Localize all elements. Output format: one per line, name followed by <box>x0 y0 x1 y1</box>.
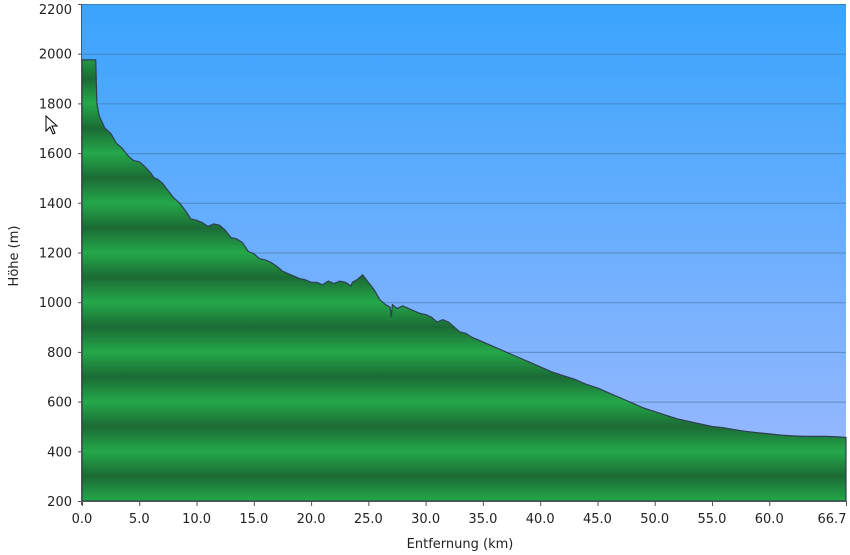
x-tick-label: 55.0 <box>698 512 727 527</box>
x-tick-label: 60.0 <box>755 512 784 527</box>
x-tick-label: 0.0 <box>72 512 93 527</box>
y-tick-label: 1800 <box>39 97 72 112</box>
x-tick-label: 50.0 <box>640 512 669 527</box>
axes <box>78 4 846 505</box>
x-tick-label: 35.0 <box>468 512 497 527</box>
y-tick-label: 600 <box>47 396 72 411</box>
x-axis-title: Entfernung (km) <box>407 537 514 552</box>
y-tick-label: 400 <box>47 445 72 460</box>
x-tick-label: 30.0 <box>411 512 440 527</box>
elevation-area <box>81 59 847 502</box>
x-tick-label: 5.0 <box>129 512 150 527</box>
y-tick-label: 1200 <box>39 247 72 262</box>
mouse-cursor-icon <box>45 114 59 135</box>
x-tick-label: 10.0 <box>182 512 211 527</box>
y-tick-label: 200 <box>47 495 72 510</box>
x-tick-label: 45.0 <box>583 512 612 527</box>
y-axis-title: Höhe (m) <box>7 226 22 287</box>
y-tick-label: 1400 <box>39 197 72 212</box>
x-tick-label: 66.7 <box>818 512 847 527</box>
y-tick-label: 1600 <box>39 147 72 162</box>
y-axis-ticks: 200 400 600 800 1000 1200 1400 1600 1800 2000 2200 <box>39 3 82 510</box>
x-axis-ticks: 0.0 5.0 10.0 15.0 20.0 25.0 30.0 35.0 40.0 45.0 50… <box>72 501 847 527</box>
x-tick-label: 25.0 <box>354 512 383 527</box>
y-tick-label: 2000 <box>39 48 72 63</box>
y-tick-label: 800 <box>47 346 72 361</box>
x-tick-label: 15.0 <box>239 512 268 527</box>
x-tick-label: 20.0 <box>297 512 326 527</box>
y-tick-label: 2200 <box>39 3 72 18</box>
x-tick-label: 40.0 <box>526 512 555 527</box>
y-tick-label: 1000 <box>39 296 72 311</box>
